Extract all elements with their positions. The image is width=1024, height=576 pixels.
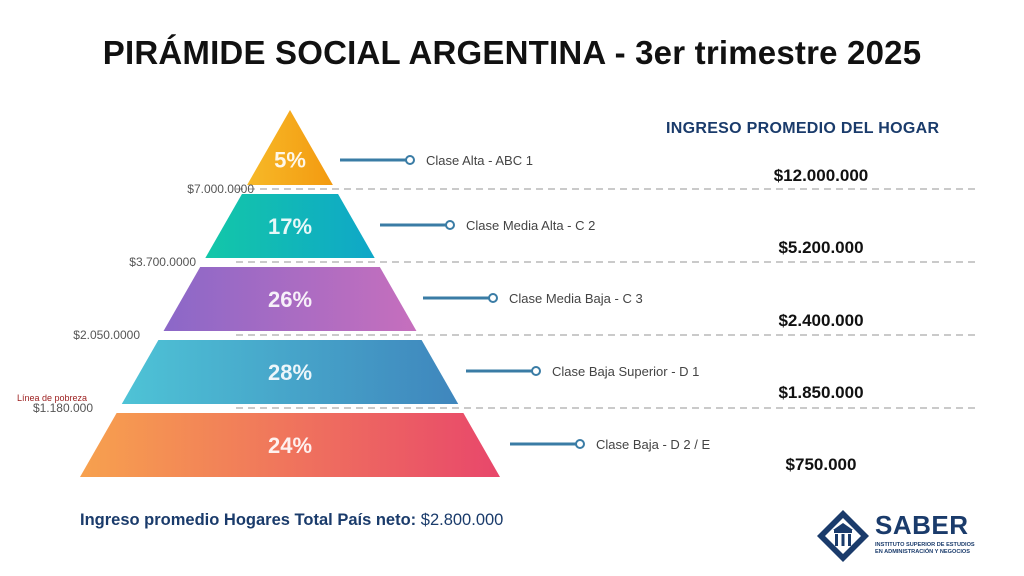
segment-percent-label: 26% — [268, 287, 312, 312]
saber-emblem-icon — [817, 510, 869, 562]
page-title: PIRÁMIDE SOCIAL ARGENTINA - 3er trimestr… — [102, 34, 922, 71]
class-label: Clase Baja - D 2 / E — [596, 437, 710, 452]
connector-dot — [405, 155, 415, 165]
pyramid-segment-1 — [247, 110, 333, 185]
footer-average-income: Ingreso promedio Hogares Total País neto… — [80, 511, 503, 530]
class-label: Clase Alta - ABC 1 — [426, 153, 533, 168]
income-value: $5.200.000 — [778, 238, 863, 257]
threshold-label: $2.050.0000 — [73, 328, 140, 342]
segment-percent-label: 24% — [268, 433, 312, 458]
connector-dot — [488, 293, 498, 303]
threshold-label: $3.700.0000 — [129, 255, 196, 269]
footer-value: $2.800.000 — [420, 511, 504, 529]
segment-percent-label: 28% — [268, 360, 312, 385]
pyramid-segment-2 — [205, 194, 375, 258]
pyramid-segment-4 — [121, 340, 459, 404]
connector-dot — [575, 439, 585, 449]
segment-percent-label: 17% — [268, 214, 312, 239]
pyramid-segment-3 — [163, 267, 417, 331]
income-value: $12.000.000 — [774, 166, 869, 185]
income-value: $1.850.000 — [778, 383, 863, 402]
connector-dot — [445, 220, 455, 230]
logo-subtitle-line1: INSTITUTO SUPERIOR DE ESTUDIOS — [875, 542, 975, 548]
class-label: Clase Media Alta - C 2 — [466, 218, 595, 233]
poverty-line-label: Línea de pobreza — [17, 393, 87, 403]
logo-subtitle-line2: EN ADMINISTRACIÓN Y NEGOCIOS — [875, 549, 971, 555]
income-value: $2.400.000 — [778, 311, 863, 330]
threshold-label: $7.000.0000 — [187, 182, 254, 196]
logo-name: SABER — [875, 510, 969, 540]
saber-logo: SABER INSTITUTO SUPERIOR DE ESTUDIOS EN … — [815, 506, 1015, 566]
class-label: Clase Media Baja - C 3 — [509, 291, 643, 306]
connector-dot — [531, 366, 541, 376]
pyramid-segment-5 — [80, 413, 500, 477]
income-column-header: INGRESO PROMEDIO DEL HOGAR — [666, 120, 940, 137]
threshold-label: $1.180.000 — [33, 401, 93, 415]
footer-label: Ingreso promedio Hogares Total País neto… — [80, 511, 417, 529]
segment-percent-label: 5% — [274, 148, 306, 173]
class-label: Clase Baja Superior - D 1 — [552, 364, 699, 379]
income-value: $750.000 — [786, 455, 857, 474]
logo-subtitle: INSTITUTO SUPERIOR DE ESTUDIOS EN ADMINI… — [875, 542, 1015, 556]
